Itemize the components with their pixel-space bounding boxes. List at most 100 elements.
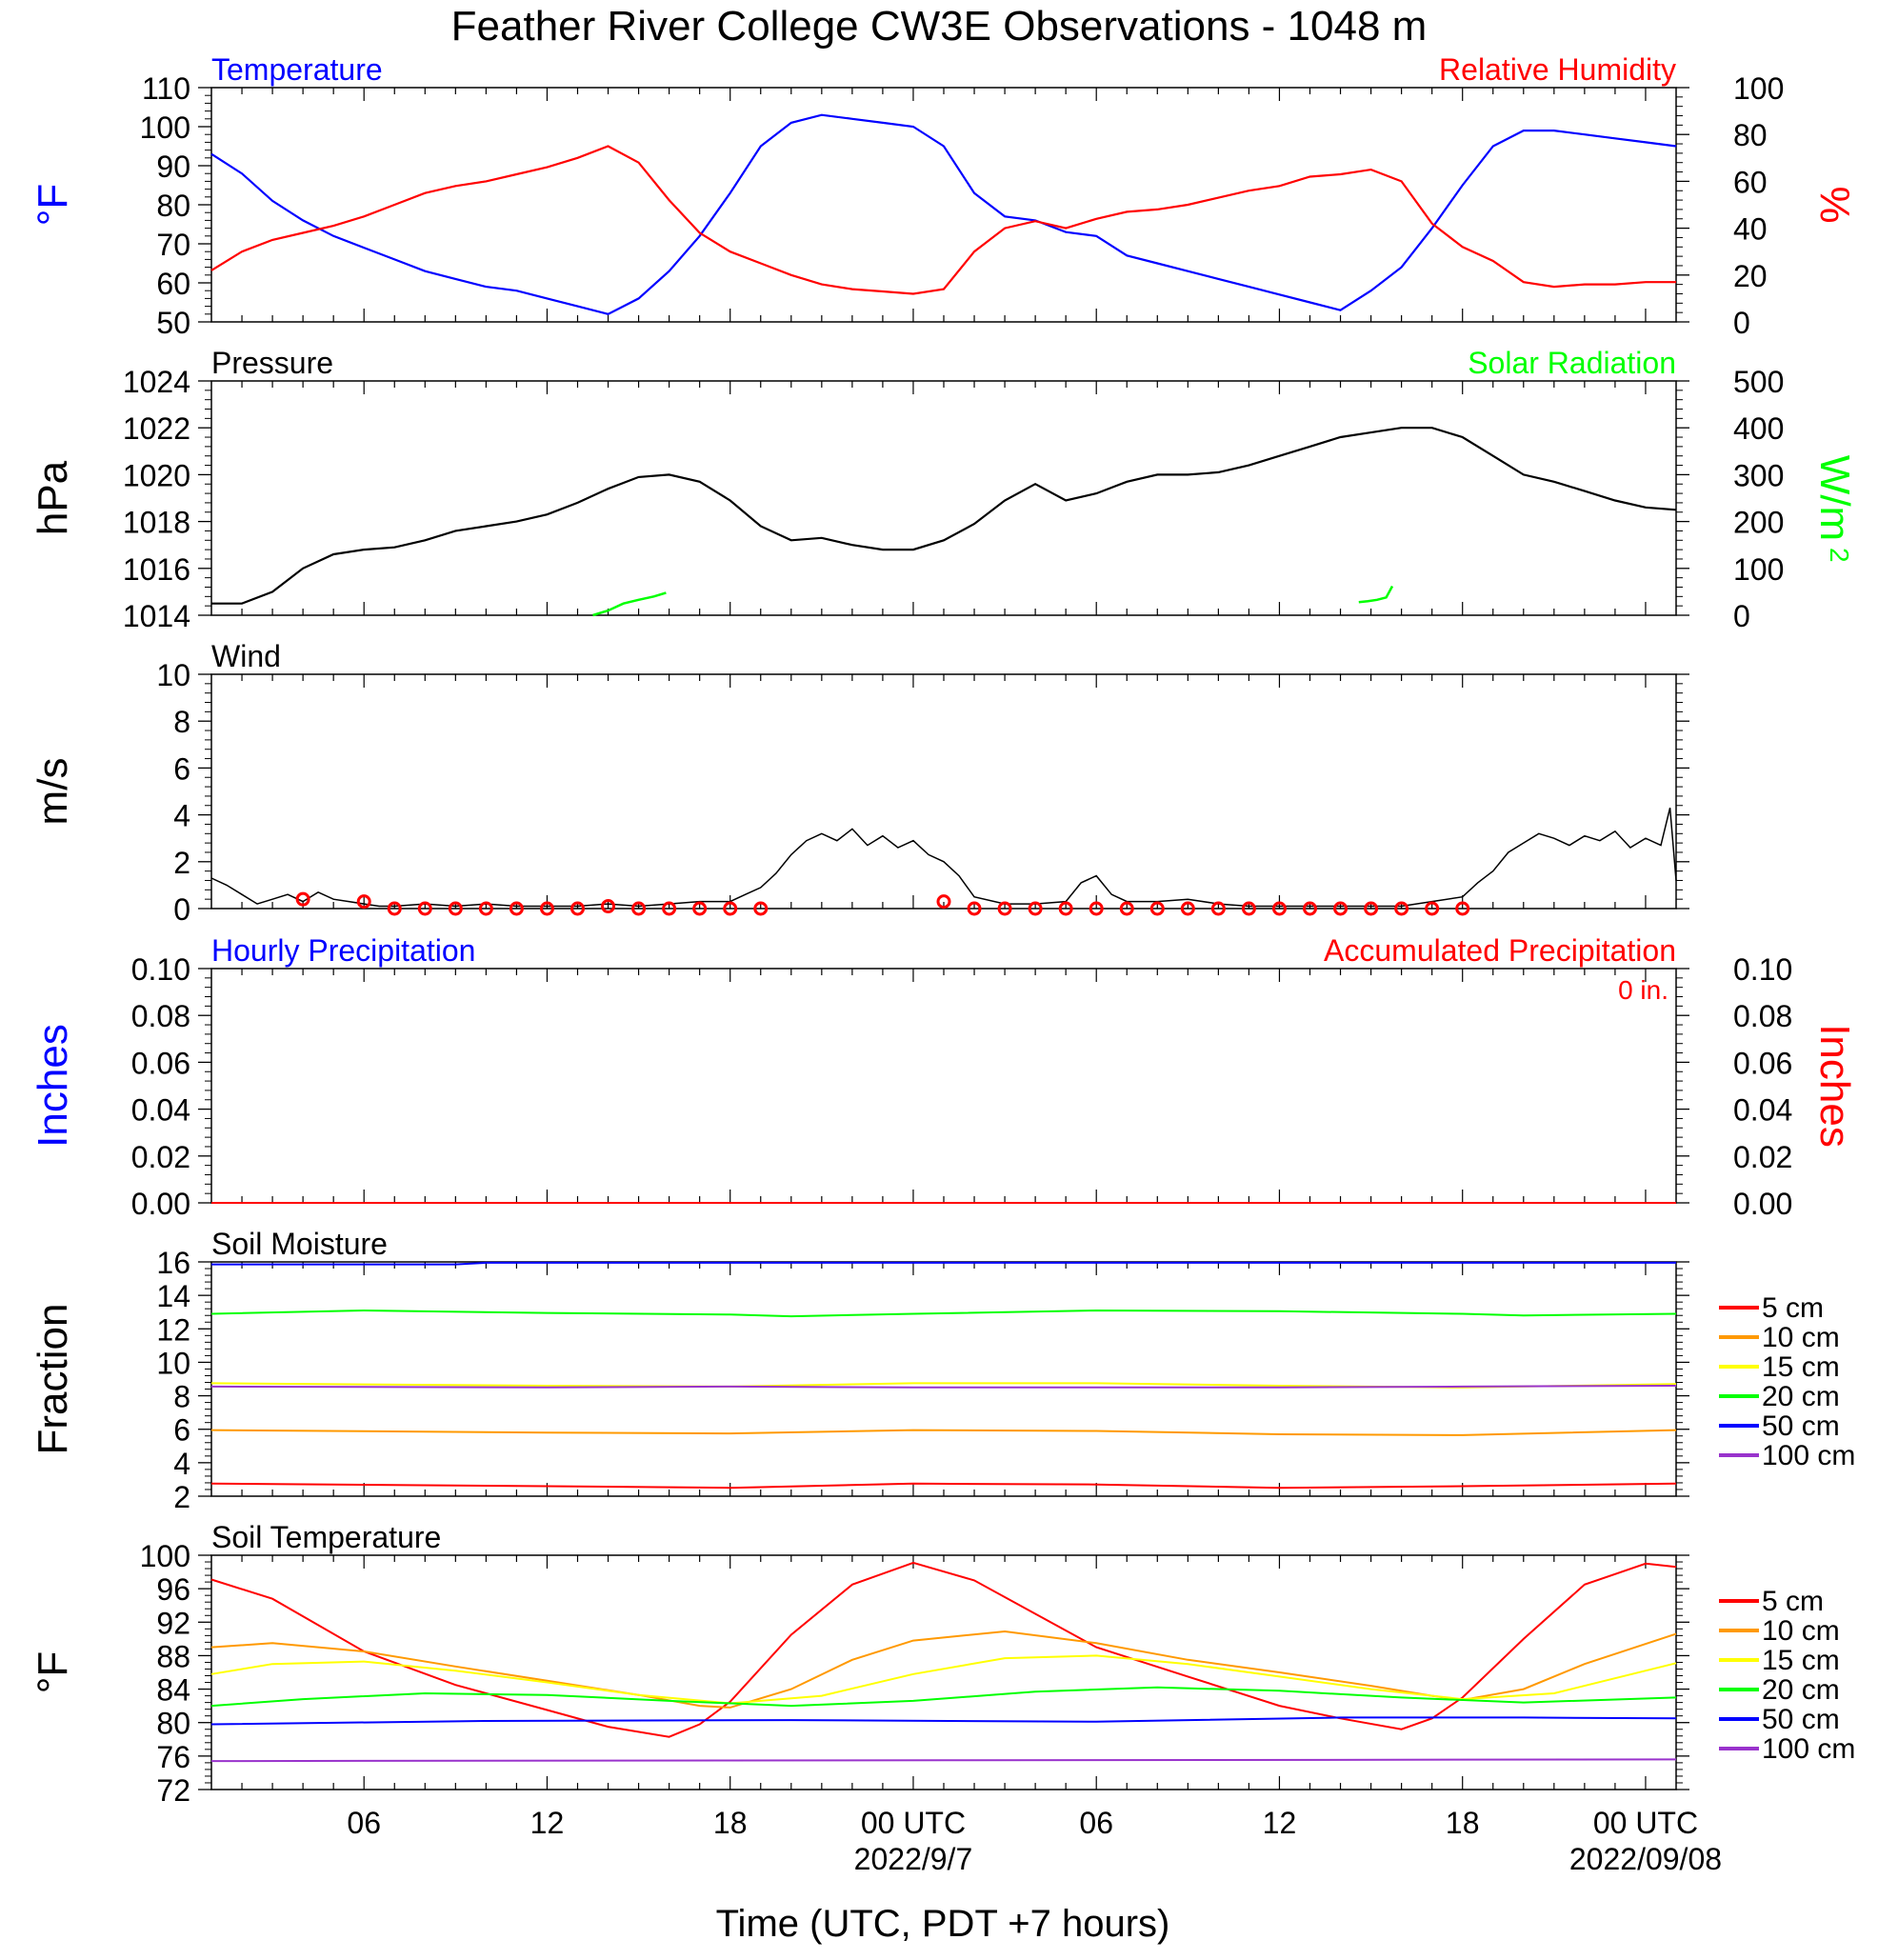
y-axis-title: °F	[30, 184, 76, 226]
x-tick-label: 12	[1263, 1806, 1297, 1840]
y-right-tick-label: 200	[1733, 506, 1784, 540]
wind-calm-marker	[662, 901, 677, 916]
y-tick-label: 6	[173, 751, 190, 786]
series-line-humidity	[210, 145, 1676, 295]
accumulated-value: 0 in.	[1618, 975, 1668, 1005]
y-tick-label: 12	[156, 1312, 190, 1347]
y-right-tick-label: 60	[1733, 165, 1768, 199]
plot-frame	[210, 380, 1677, 616]
x-tick-label: 18	[713, 1806, 748, 1840]
y-right-tick-label: 20	[1733, 259, 1768, 293]
y-right-tick-label: 400	[1733, 411, 1784, 446]
x-tick-label: 06	[347, 1806, 381, 1840]
y-tick-label: 1018	[123, 506, 190, 540]
y-tick-label: 100	[140, 110, 190, 145]
panel-temperature-humidity: 50 60 70 80 90 100 110 0 20 40 60 80 100 Temperature R…	[30, 52, 1858, 340]
legend-label: 50 cm	[1762, 1410, 1840, 1442]
y-right-axis-title-sup: 2	[1825, 548, 1854, 563]
panel-label: Wind	[211, 639, 281, 673]
y-tick-label: 16	[156, 1246, 190, 1280]
x-tick-label: 18	[1446, 1806, 1480, 1840]
y-right-tick-label: 0.10	[1733, 952, 1792, 987]
wind-calm-marker	[539, 901, 554, 916]
chart-title: Feather River College CW3E Observations …	[451, 3, 1428, 50]
wind-calm-marker	[936, 894, 951, 910]
y-axis-title: °F	[30, 1651, 76, 1693]
y-tick-label: 70	[156, 228, 190, 262]
legend-label: 20 cm	[1762, 1381, 1840, 1412]
plot-frame	[210, 673, 1677, 910]
wind-calm-marker	[967, 901, 982, 916]
y-right-tick-label: 0.04	[1733, 1093, 1792, 1128]
y-tick-label: 0.08	[131, 999, 190, 1033]
y-tick-label: 96	[156, 1572, 190, 1607]
y-tick-label: 80	[156, 1707, 190, 1741]
series-line-15cm	[210, 1654, 1677, 1705]
panel-label: Soil Temperature	[211, 1520, 441, 1554]
y-tick-label: 0.10	[131, 952, 190, 987]
wind-calm-marker	[1058, 901, 1073, 916]
panel-right-label: Accumulated Precipitation	[1324, 933, 1676, 968]
y-tick-label: 0.06	[131, 1046, 190, 1080]
plot-frame	[210, 87, 1677, 323]
wind-calm-marker	[997, 901, 1012, 916]
series-line-50cm	[211, 1261, 1676, 1266]
legend-label: 5 cm	[1762, 1292, 1824, 1324]
y-right-axis-title: %	[1811, 186, 1858, 223]
y-tick-label: 72	[156, 1773, 190, 1808]
y-tick-label: 90	[156, 150, 190, 184]
series-line-20cm	[210, 1686, 1677, 1708]
y-right-tick-label: 100	[1733, 552, 1784, 587]
y-tick-label: 0.02	[131, 1140, 190, 1174]
wind-calm-marker	[417, 901, 432, 916]
y-right-tick-label: 0.08	[1733, 999, 1792, 1033]
series-line-solar-radiation	[1358, 585, 1394, 604]
wind-calm-marker	[570, 901, 585, 916]
panel-right-label: Relative Humidity	[1439, 52, 1676, 87]
wind-calm-marker	[1241, 901, 1256, 916]
panel-pressure-solar: 1014 1016 1018 1020 1022 1024 0 100 200 300 400 500…	[30, 346, 1858, 633]
y-right-tick-label: 0.02	[1733, 1140, 1792, 1174]
y-tick-label: 6	[173, 1413, 190, 1448]
wind-calm-marker	[1455, 901, 1470, 916]
y-tick-label: 76	[156, 1740, 190, 1774]
series-line-10cm	[210, 1429, 1677, 1436]
wind-calm-marker	[1271, 901, 1287, 916]
y-tick-label: 2	[173, 1480, 190, 1514]
y-tick-label: 50	[156, 306, 190, 340]
y-tick-label: 8	[173, 705, 190, 739]
series-line-temperature	[210, 113, 1677, 315]
y-right-axis-title: Inches	[1811, 1024, 1858, 1148]
wind-calm-marker	[631, 901, 647, 916]
series-line-wind	[210, 808, 1677, 908]
panel-left-label: Temperature	[211, 52, 383, 87]
wind-calm-marker	[1210, 901, 1226, 916]
x-tick-label: 12	[530, 1806, 565, 1840]
y-right-tick-label: 0	[1733, 306, 1750, 340]
y-right-tick-label: 0.06	[1733, 1046, 1792, 1080]
wind-calm-marker	[1303, 901, 1317, 916]
y-tick-label: 1024	[123, 365, 190, 399]
wind-calm-marker	[601, 899, 616, 914]
y-tick-label: 100	[140, 1539, 190, 1573]
wind-calm-marker	[1333, 901, 1349, 916]
series-line-pressure	[211, 427, 1677, 605]
y-right-tick-label: 0	[1733, 599, 1750, 633]
y-right-tick-label: 0.00	[1733, 1187, 1792, 1221]
wind-calm-marker	[723, 901, 738, 916]
plot-frame	[210, 1554, 1677, 1790]
series-line-5cm	[210, 1561, 1677, 1738]
x-tick-label: 00 UTC	[861, 1806, 966, 1840]
wind-calm-marker	[1364, 901, 1379, 916]
y-tick-label: 80	[156, 189, 190, 223]
y-axis-title: m/s	[30, 758, 76, 826]
wind-calm-marker	[1149, 901, 1165, 916]
legend-label: 20 cm	[1762, 1674, 1840, 1706]
series-line-20cm	[210, 1309, 1677, 1318]
legend-label: 15 cm	[1762, 1645, 1840, 1676]
wind-calm-marker	[1119, 901, 1134, 916]
wind-calm-marker	[387, 901, 402, 916]
series-line-5cm	[210, 1482, 1677, 1490]
